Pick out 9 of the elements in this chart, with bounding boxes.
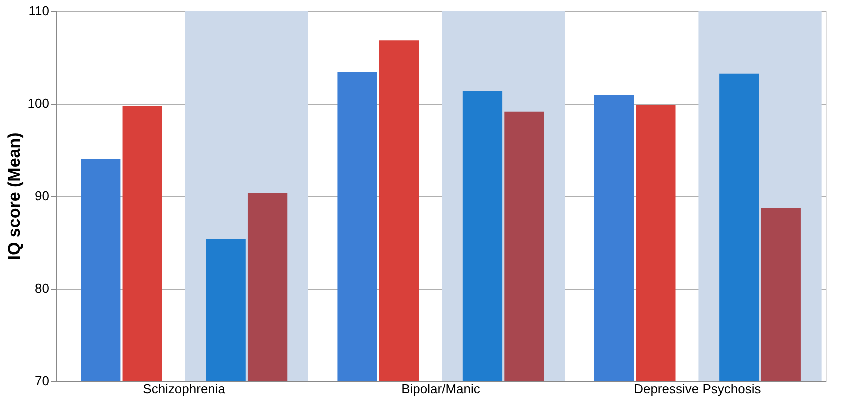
y-tick-label: 110 [28, 4, 50, 18]
x-tick-label: Depressive Psychosis [634, 382, 762, 396]
y-tick-label: 90 [35, 188, 50, 204]
y-axis-title: IQ score (Mean) [4, 132, 24, 260]
x-tick-label: Bipolar/Manic [402, 382, 481, 396]
x-tick-label: Schizophrenia [143, 382, 226, 396]
y-tick-label: 100 [28, 96, 50, 111]
y-tick-label: 70 [35, 374, 50, 388]
y-tick-label: 80 [35, 281, 50, 296]
